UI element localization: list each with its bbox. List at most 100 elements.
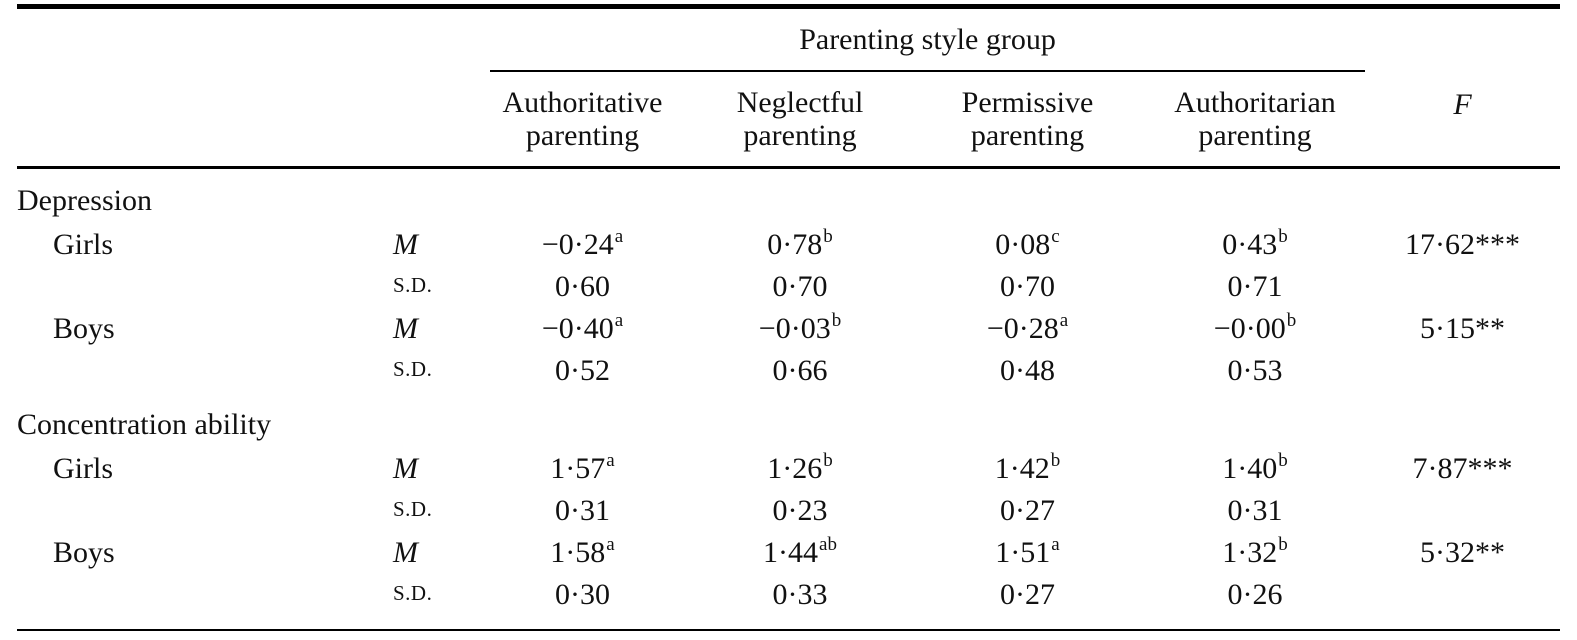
cell-value: 1·57a xyxy=(475,447,690,489)
table-row-girls-m: Girls M 1·57a 1·26b 1·42b 1·40b 7·87*** xyxy=(17,447,1560,489)
column-header-permissive: Permissive parenting xyxy=(910,72,1145,169)
table-row-girls-sd: S.D. 0·31 0·23 0·27 0·31 xyxy=(17,489,1560,531)
table-row-boys-m: Boys M 1·58a 1·44ab 1·51a 1·32b 5·32** xyxy=(17,531,1560,573)
cell-value: 0·66 xyxy=(772,353,828,387)
f-value: 5·15** xyxy=(1420,311,1506,345)
section-label: Depression xyxy=(17,184,152,217)
table-row-boys-sd: S.D. 0·30 0·33 0·27 0·26 xyxy=(17,573,1560,615)
superscript: a xyxy=(614,225,624,247)
superscript: b xyxy=(823,225,833,247)
cell-value: 0·70 xyxy=(772,269,828,303)
cell-value: 0·27 xyxy=(1000,577,1055,611)
mean-value: 1·57 xyxy=(550,451,606,485)
cell-value: 0·26 xyxy=(1227,577,1283,611)
mean-value: −0·03 xyxy=(758,311,831,345)
mean-value: −0·28 xyxy=(986,311,1059,345)
table-header: Parenting style group Authoritative pare… xyxy=(17,7,1561,169)
column-header-authoritative: Authoritative parenting xyxy=(475,72,690,169)
f-value: 17·62*** xyxy=(1405,227,1521,261)
cell-value: 0·48 xyxy=(1000,353,1055,387)
f-value xyxy=(1365,489,1560,531)
stat-label: M xyxy=(393,311,418,345)
cell-value: −0·28a xyxy=(910,307,1145,349)
f-value xyxy=(1365,265,1560,307)
empty-cell xyxy=(17,615,1560,630)
f-value: 7·87*** xyxy=(1412,451,1513,485)
column-header-f: F xyxy=(1365,72,1561,169)
cell-value: 1·40b xyxy=(1145,447,1365,489)
superscript: a xyxy=(1059,309,1069,331)
section-row-depression: Depression xyxy=(17,167,1560,223)
mean-value: −0·24 xyxy=(541,227,614,261)
cell-value: −0·03b xyxy=(690,307,910,349)
cell-value: 0·53 xyxy=(1227,353,1283,387)
stat-label: S.D. xyxy=(393,581,433,606)
table-row-boys-m: Boys M −0·40a −0·03b −0·28a −0·00b 5·15*… xyxy=(17,307,1560,349)
empty-cell xyxy=(17,72,475,169)
table-row-girls-sd: S.D. 0·60 0·70 0·70 0·71 xyxy=(17,265,1560,307)
group-label: Boys xyxy=(53,535,115,569)
superscript: b xyxy=(1278,449,1288,471)
group-label xyxy=(17,489,372,531)
table-row-girls-m: Girls M −0·24a 0·78b 0·08c 0·43b 17·62**… xyxy=(17,223,1560,265)
empty-cell xyxy=(1365,7,1560,73)
spanner-title: Parenting style group xyxy=(490,9,1366,72)
column-header-neglectful: Neglectful parenting xyxy=(690,72,910,169)
group-label: Girls xyxy=(53,227,113,261)
group-label: Boys xyxy=(53,311,115,345)
cell-value: 0·31 xyxy=(1227,493,1283,527)
mean-value: 1·42 xyxy=(994,451,1050,485)
superscript: a xyxy=(614,309,624,331)
cell-value: 0·08c xyxy=(910,223,1145,265)
cell-value: 1·42b xyxy=(910,447,1145,489)
cell-value: 0·52 xyxy=(555,353,610,387)
empty-cell xyxy=(17,7,475,73)
mean-value: 0·78 xyxy=(767,227,823,261)
cell-value: 1·58a xyxy=(475,531,690,573)
superscript: a xyxy=(606,533,615,555)
stat-label: S.D. xyxy=(393,497,433,522)
stat-label: M xyxy=(393,227,418,261)
cell-value: 1·26b xyxy=(690,447,910,489)
cell-value: 0·23 xyxy=(772,493,828,527)
mean-value: −0·40 xyxy=(541,311,614,345)
group-label xyxy=(17,265,372,307)
mean-value: 1·51 xyxy=(995,535,1051,569)
anova-results-table: Parenting style group Authoritative pare… xyxy=(17,4,1561,631)
stat-label: S.D. xyxy=(393,357,433,382)
stat-label: M xyxy=(393,451,418,485)
section-label: Concentration ability xyxy=(17,408,272,441)
superscript: b xyxy=(1050,449,1061,471)
f-value xyxy=(1365,349,1560,391)
table-row-boys-sd: S.D. 0·52 0·66 0·48 0·53 xyxy=(17,349,1560,391)
superscript: c xyxy=(1051,225,1060,247)
cell-value: 0·31 xyxy=(555,493,610,527)
superscript: b xyxy=(1278,533,1288,555)
cell-value: 0·27 xyxy=(1000,493,1055,527)
cell-value: 0·43b xyxy=(1145,223,1365,265)
spacer-row xyxy=(17,615,1560,630)
stat-label: S.D. xyxy=(393,273,433,298)
mean-value: 1·32 xyxy=(1222,535,1278,569)
superscript: ab xyxy=(819,533,837,555)
cell-value: 0·60 xyxy=(555,269,610,303)
mean-value: 1·26 xyxy=(767,451,823,485)
column-header-row: Authoritative parenting Neglectful paren… xyxy=(17,72,1561,169)
superscript: b xyxy=(831,309,842,331)
mean-value: 1·40 xyxy=(1222,451,1278,485)
mean-value: 0·08 xyxy=(995,227,1051,261)
cell-value: 1·44ab xyxy=(690,531,910,573)
mean-value: −0·00 xyxy=(1213,311,1286,345)
cell-value: 1·32b xyxy=(1145,531,1365,573)
superscript: b xyxy=(1278,225,1288,247)
table-body: Depression Girls M −0·24a 0·78b 0·08c 0·… xyxy=(17,167,1560,630)
cell-value: 0·71 xyxy=(1227,269,1283,303)
group-label xyxy=(17,573,372,615)
superscript: b xyxy=(1286,309,1297,331)
cell-value: 0·33 xyxy=(772,577,828,611)
f-value xyxy=(1365,573,1560,615)
mean-value: 0·43 xyxy=(1222,227,1278,261)
mean-value: 1·44 xyxy=(763,535,819,569)
spanner-cell: Parenting style group xyxy=(475,7,1366,72)
